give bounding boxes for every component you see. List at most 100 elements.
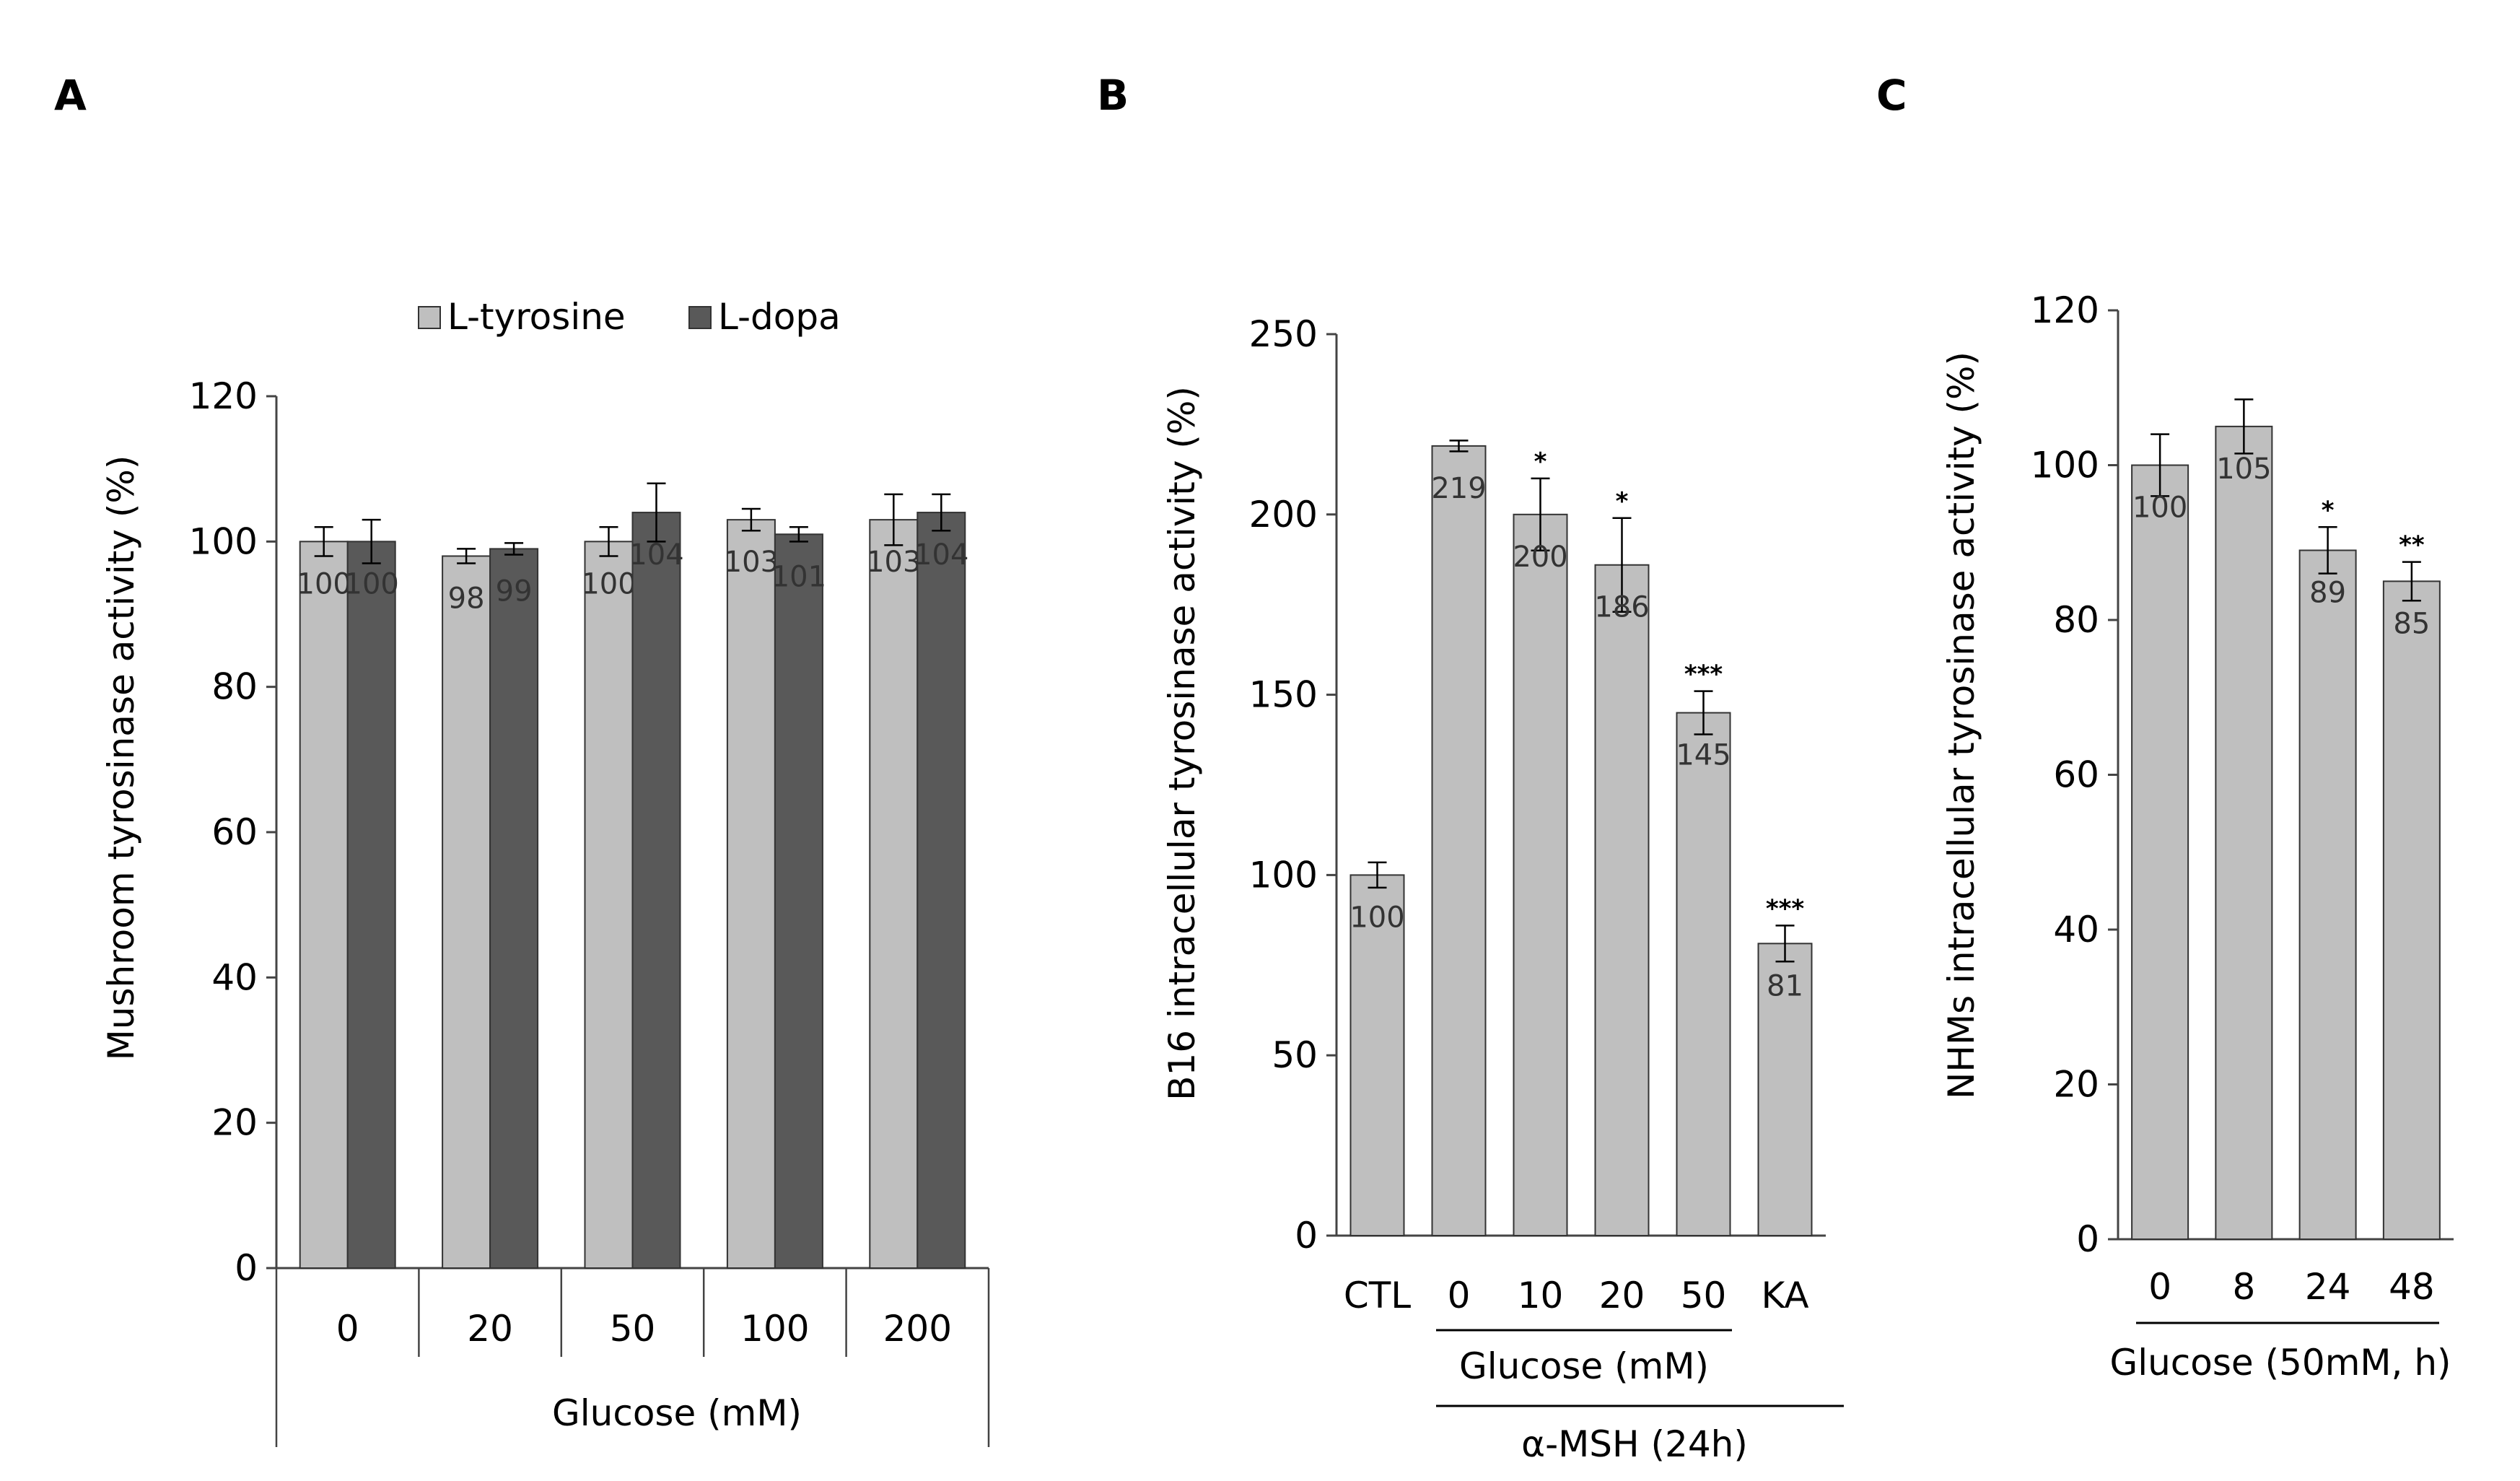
chart-b-ylabel: B16 intracellular tyrosinase activity (%… — [1161, 386, 1203, 1101]
chart-c-xtick-label: 24 — [2305, 1266, 2351, 1308]
panel-letter-a: A — [54, 71, 87, 120]
chart-b-ytick-label: 100 — [1249, 854, 1318, 896]
chart-a-xlabel: Glucose (mM) — [552, 1392, 802, 1434]
chart-c-xtick-label: 0 — [2148, 1266, 2171, 1308]
chart-a-legend: L-tyrosine L-dopa — [418, 296, 841, 338]
chart-c-ytick-label: 120 — [2031, 289, 2099, 331]
chart-b-significance-50: *** — [1684, 660, 1723, 689]
chart-b-bar-0 — [1431, 445, 1487, 1236]
chart-c-bar-48 — [2382, 580, 2441, 1240]
chart-b-xtick-label: 20 — [1599, 1275, 1645, 1316]
glucose-group-label: Glucose (mM) — [1459, 1345, 1709, 1387]
chart-b-data-label-50: 145 — [1676, 739, 1731, 772]
chart-c-ylabel: NHMs intracellular tyrosinase activity (… — [1941, 351, 1982, 1099]
chart-a-s0-bar-200 — [869, 519, 919, 1270]
chart-b-xtick-label: 50 — [1681, 1275, 1727, 1316]
chart-c-significance-48: ** — [2399, 531, 2425, 560]
chart-b-bar-KA — [1757, 943, 1813, 1236]
chart-a-s1-data-label-100: 101 — [771, 560, 826, 593]
chart-a-axes: 0 20 40 60 80 100 120 0 20 50 100 200 — [189, 375, 990, 1447]
chart-b-xtick-label: 10 — [1518, 1275, 1564, 1316]
chart-a-s0-bar-0 — [299, 541, 349, 1269]
chart-c-ytick-label: 80 — [2053, 599, 2099, 641]
chart-c-bars: 100 105 89 * 85 ** — [2131, 398, 2441, 1240]
chart-a-s0-data-label-100: 103 — [724, 546, 779, 579]
panel-letter-c: C — [1876, 71, 1907, 120]
chart-a-s1-data-label-20: 99 — [496, 575, 533, 608]
chart-b-axes: 0 50 100 150 200 250 CTL 0 10 20 50 KA — [1249, 313, 1826, 1316]
chart-a-s1-bar-100 — [774, 533, 823, 1269]
chart-c-ytick-label: 40 — [2053, 909, 2099, 951]
chart-b: 0 50 100 150 200 250 CTL 0 10 20 50 KA 100 219 200 * 18… — [1161, 313, 1844, 1465]
chart-c-ytick-label: 100 — [2031, 445, 2099, 486]
chart-a-s1-bar-200 — [916, 512, 966, 1269]
chart-a-s1-data-label-200: 104 — [914, 538, 968, 572]
chart-a-ylabel: Mushroom tyrosinase activity (%) — [100, 455, 142, 1061]
chart-b-bar-20 — [1594, 564, 1650, 1236]
chart-c-ytick-label: 20 — [2053, 1064, 2099, 1106]
chart-a-s0-data-label-50: 100 — [581, 567, 636, 600]
chart-a-s1-bar-50 — [631, 512, 681, 1269]
chart-b-significance-20: * — [1616, 487, 1629, 516]
chart-a-s1-data-label-50: 104 — [629, 538, 683, 572]
chart-a: 0 20 40 60 80 100 120 0 20 50 100 200 100 100 98 99 100… — [100, 296, 990, 1447]
chart-b-ytick-label: 0 — [1295, 1215, 1318, 1257]
chart-c-data-label-48: 85 — [2393, 607, 2430, 640]
chart-b-bar-CTL — [1349, 874, 1405, 1237]
chart-c-significance-24: * — [2322, 496, 2335, 525]
amsh-group-label: α-MSH (24h) — [1521, 1423, 1748, 1465]
panel-letter-b: B — [1097, 71, 1129, 120]
chart-a-ytick-label: 120 — [189, 375, 258, 417]
chart-c-data-label-8: 105 — [2216, 453, 2271, 486]
chart-a-ytick-label: 100 — [189, 520, 258, 562]
legend-label-l-tyrosine: L-tyrosine — [447, 296, 626, 338]
chart-b-ytick-label: 200 — [1249, 494, 1318, 536]
chart-a-s1-bar-0 — [346, 541, 396, 1269]
chart-b-data-label-KA: 81 — [1767, 969, 1803, 1002]
chart-c: 0 20 40 60 80 100 120 0 8 24 48 100 105 89 * 85 ** NHMs… — [1941, 289, 2454, 1384]
chart-b-xtick-label: 0 — [1448, 1275, 1471, 1316]
chart-a-ytick-label: 0 — [235, 1247, 258, 1289]
chart-c-bar-24 — [2298, 549, 2357, 1240]
legend-swatch-l-tyrosine — [418, 306, 441, 329]
chart-c-ytick-label: 60 — [2053, 754, 2099, 796]
chart-b-data-label-0: 219 — [1431, 472, 1486, 505]
chart-c-xtick-label: 8 — [2232, 1266, 2255, 1308]
chart-a-xtick-label: 200 — [883, 1308, 952, 1350]
chart-c-data-label-24: 89 — [2309, 576, 2346, 609]
chart-b-bars: 100 219 200 * 186 * 145 *** 81 *** — [1349, 440, 1813, 1237]
chart-a-ytick-label: 80 — [211, 666, 258, 708]
chart-b-ytick-label: 150 — [1249, 674, 1318, 716]
chart-a-ytick-label: 60 — [211, 811, 258, 853]
chart-b-bar-50 — [1676, 712, 1731, 1236]
chart-b-xtick-label: KA — [1761, 1275, 1808, 1316]
chart-a-xtick-label: 0 — [336, 1308, 359, 1350]
chart-a-xtick-label: 100 — [740, 1308, 809, 1350]
chart-c-xlabel: Glucose (50mM, h) — [2109, 1342, 2451, 1384]
chart-a-xtick-label: 20 — [467, 1308, 513, 1350]
chart-a-s1-bar-20 — [489, 548, 539, 1269]
chart-c-bar-8 — [2215, 425, 2273, 1240]
chart-b-ytick-label: 50 — [1272, 1034, 1318, 1076]
chart-a-s1-data-label-0: 100 — [344, 567, 399, 600]
chart-a-s0-data-label-20: 98 — [448, 582, 485, 615]
chart-b-xtick-label: CTL — [1344, 1275, 1411, 1316]
chart-b-significance-10: * — [1534, 447, 1547, 476]
chart-a-xtick-label: 50 — [610, 1308, 656, 1350]
chart-c-bar-0 — [2131, 464, 2189, 1240]
chart-c-data-label-0: 100 — [2132, 492, 2187, 525]
chart-a-ytick-label: 40 — [211, 956, 258, 998]
chart-a-s0-bar-20 — [442, 555, 491, 1269]
chart-b-data-label-20: 186 — [1594, 591, 1649, 624]
chart-b-data-label-10: 200 — [1513, 541, 1567, 574]
chart-c-axes: 0 20 40 60 80 100 120 0 8 24 48 — [2031, 289, 2454, 1308]
chart-b-bar-10 — [1513, 513, 1568, 1236]
chart-a-s0-bar-100 — [726, 519, 776, 1270]
chart-a-ytick-label: 20 — [211, 1102, 258, 1144]
legend-swatch-l-dopa — [688, 306, 712, 329]
legend-label-l-dopa: L-dopa — [718, 296, 841, 338]
chart-b-data-label-CTL: 100 — [1349, 901, 1404, 934]
chart-a-s0-data-label-200: 103 — [866, 546, 921, 579]
